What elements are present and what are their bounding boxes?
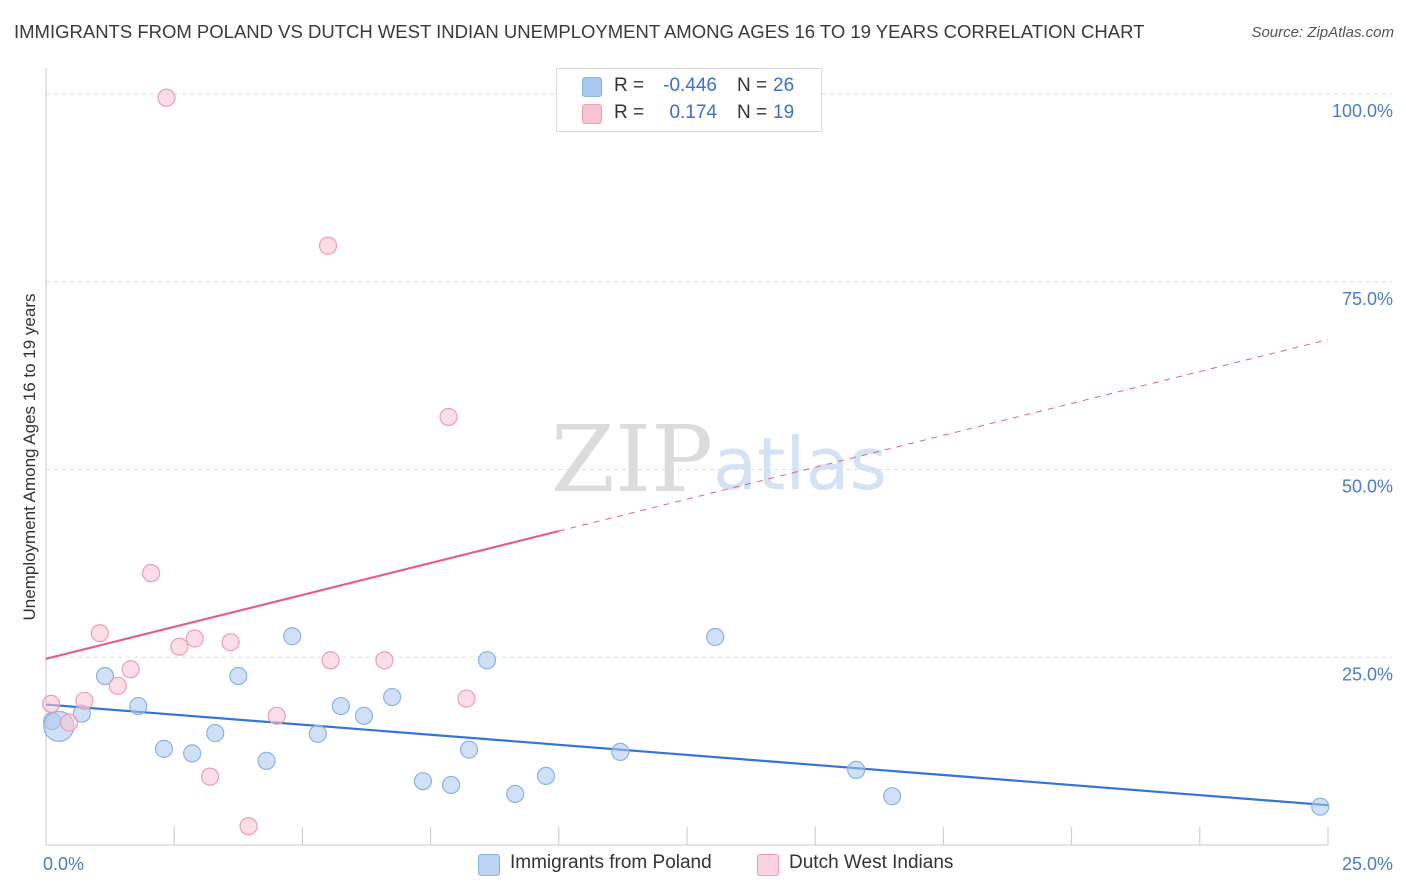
point-dutch-west-indians [108, 676, 127, 695]
x-tick-label: 0.0% [43, 854, 84, 874]
point-poland [308, 724, 327, 743]
point-poland [477, 651, 497, 670]
point-dutch-west-indians [439, 407, 458, 427]
chart-title: IMMIGRANTS FROM POLAND VS DUTCH WEST IND… [14, 21, 1145, 42]
point-poland [257, 751, 276, 770]
point-poland [506, 784, 525, 804]
r-value: -0.446 [663, 75, 717, 96]
watermark-zip: ZIP [551, 406, 713, 513]
point-dutch-west-indians [239, 817, 258, 836]
point-dutch-west-indians [42, 694, 61, 713]
correlation-stats-box: R = -0.446 N = 26 R = 0.174 N = 19 [556, 68, 822, 132]
grid-lines [46, 93, 1392, 658]
n-label: N = [737, 102, 768, 123]
legend-swatch-poland [478, 854, 500, 876]
point-poland [154, 739, 174, 758]
point-poland [536, 766, 556, 786]
trend-line-poland [45, 703, 1329, 807]
point-poland [706, 627, 725, 647]
x-tick-label: 25.0% [1342, 854, 1393, 874]
point-dutch-west-indians [457, 689, 476, 708]
point-poland [129, 696, 148, 716]
y-tick-label: 25.0% [1342, 664, 1393, 684]
point-poland [1311, 797, 1330, 816]
tick-labels: 25.0% 50.0% 75.0% 100.0% 0.0% 25.0% [43, 101, 1393, 874]
y-tick-label: 100.0% [1332, 101, 1393, 121]
point-dutch-west-indians [185, 629, 204, 648]
point-poland [459, 740, 479, 759]
point-poland [95, 666, 115, 686]
point-poland [442, 775, 461, 795]
point-poland [229, 666, 248, 686]
point-dutch-west-indians [75, 691, 94, 710]
point-poland [847, 760, 866, 780]
y-tick-label: 50.0% [1342, 477, 1393, 497]
watermark: ZIP atlas [551, 406, 887, 513]
point-poland [183, 744, 202, 763]
y-tick-label: 75.0% [1342, 289, 1393, 309]
legend-label-dutch-west-indians: Dutch West Indians [789, 852, 954, 873]
r-label: R = [614, 102, 645, 123]
stats-row-poland: R = -0.446 N = 26 [557, 74, 821, 100]
point-dutch-west-indians [121, 660, 140, 679]
trend-lines [45, 339, 1329, 807]
stats-row-dutch-west-indians: R = 0.174 N = 19 [557, 101, 821, 127]
data-points [42, 88, 1330, 836]
source-label: Source: ZipAtlas.com [1251, 24, 1394, 41]
r-value: 0.174 [669, 102, 717, 123]
point-poland [611, 742, 630, 761]
watermark-atlas: atlas [713, 422, 887, 506]
point-poland [883, 787, 902, 806]
point-dutch-west-indians [142, 564, 161, 583]
chart-legend: Immigrants from Poland Dutch West Indian… [0, 852, 1406, 878]
n-value: 19 [773, 102, 795, 123]
point-poland [331, 696, 350, 716]
point-dutch-west-indians [375, 651, 394, 670]
point-poland [383, 687, 402, 707]
legend-swatch-dutch-west-indians [757, 854, 779, 876]
point-poland [413, 772, 433, 791]
n-label: N = [737, 75, 768, 96]
point-dutch-west-indians [157, 88, 176, 107]
point-poland [283, 627, 302, 646]
trend-line-dutch-west-indians [45, 530, 560, 660]
r-label: R = [614, 75, 645, 96]
point-poland [206, 724, 225, 743]
point-dutch-west-indians [267, 706, 286, 725]
legend-label-poland: Immigrants from Poland [510, 852, 712, 873]
trend-line-dutch-west-indians-extension [558, 339, 1329, 532]
point-dutch-west-indians [321, 651, 340, 670]
poland-swatch [582, 77, 602, 97]
n-value: 26 [773, 75, 795, 96]
point-dutch-west-indians [200, 767, 220, 786]
point-dutch-west-indians [221, 633, 240, 652]
point-poland [354, 706, 374, 725]
point-dutch-west-indians [59, 713, 79, 732]
dutch-west-indians-swatch [582, 104, 602, 124]
point-dutch-west-indians [90, 624, 109, 643]
point-dutch-west-indians [170, 637, 189, 656]
point-dutch-west-indians [318, 236, 338, 255]
